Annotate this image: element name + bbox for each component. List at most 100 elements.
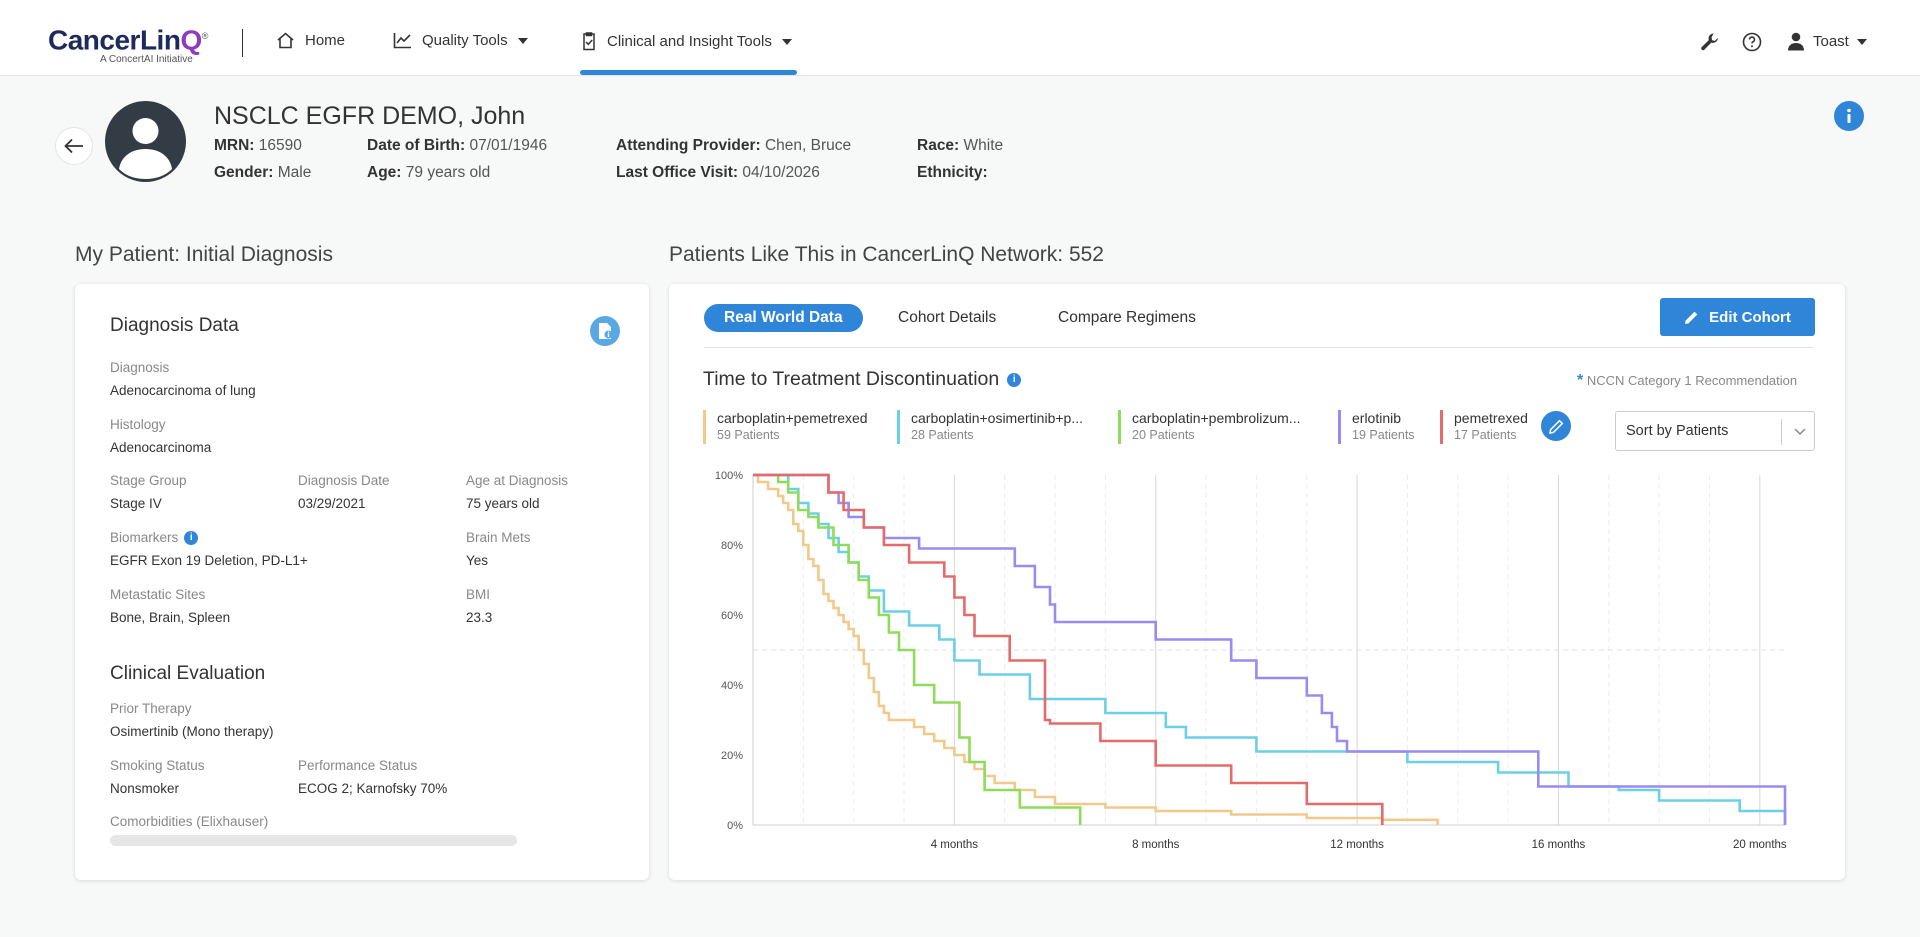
user-silhouette-icon	[119, 118, 172, 179]
tab-divider	[704, 347, 1814, 348]
diagnosis-label: Diagnosis	[110, 360, 170, 375]
stage-group-label: Stage Group	[110, 473, 187, 488]
tab-compare-regimens[interactable]: Compare Regimens	[1058, 309, 1196, 326]
chevron-down-icon	[781, 38, 792, 45]
top-navigation-bar: CancerLinQ® A ConcertAI Initiative Home …	[0, 0, 1920, 76]
age-at-diagnosis-label: Age at Diagnosis	[466, 473, 569, 488]
cancerlinq-logo[interactable]: CancerLinQ® A ConcertAI Initiative	[48, 22, 209, 66]
brain-mets-label: Brain Mets	[466, 530, 531, 545]
diagnosis-date-label: Diagnosis Date	[298, 473, 390, 488]
ttd-kaplan-meier-chart: 4 months 8 months 12 months 16 months 20 mon…	[715, 470, 1787, 851]
performance-status-value: ECOG 2; Karnofsky 70%	[298, 781, 448, 796]
nav-quality-tools[interactable]: Quality Tools	[393, 32, 528, 49]
legend-count: 20 Patients	[1132, 428, 1195, 442]
select-divider	[1781, 419, 1782, 445]
attending-label: Attending Provider:	[616, 137, 761, 154]
legend-name: erlotinib	[1352, 410, 1402, 426]
legend-item-pemetrexed[interactable]: pemetrexed 17 Patients	[1440, 410, 1540, 444]
document-icon	[599, 323, 613, 339]
metastatic-sites-value: Bone, Brain, Spleen	[110, 610, 231, 625]
series-line-4	[753, 473, 1384, 825]
logo-trademark: ®	[201, 31, 209, 41]
metastatic-sites-label: Metastatic Sites	[110, 587, 206, 602]
info-icon[interactable]	[1834, 101, 1864, 131]
nav-quality-tools-label: Quality Tools	[422, 32, 508, 49]
comorbidities-loading-bar	[110, 835, 517, 846]
patient-age: Age: 79 years old	[367, 164, 490, 182]
edit-regimens-button[interactable]	[1541, 411, 1571, 441]
info-icon[interactable]: i	[184, 531, 199, 546]
user-icon	[1788, 32, 1804, 51]
last-visit-value: 04/10/2026	[742, 164, 820, 181]
legend-name: carboplatin+osimertinib+p...	[911, 410, 1083, 426]
smoking-status-value: Nonsmoker	[110, 781, 180, 796]
patient-avatar	[105, 101, 186, 182]
edit-cohort-label: Edit Cohort	[1709, 308, 1791, 326]
tab-cohort-details[interactable]: Cohort Details	[898, 309, 997, 326]
user-menu[interactable]: Toast	[1787, 32, 1867, 51]
y-tick-label: 0%	[727, 820, 743, 832]
brain-mets-value: Yes	[466, 553, 489, 568]
legend-name: carboplatin+pemetrexed	[717, 410, 868, 426]
mrn-label: MRN:	[214, 137, 255, 154]
logo-text-q: Q	[180, 24, 202, 56]
biomarkers-label: Biomarkers	[110, 530, 179, 545]
nav-clinical-tools-label: Clinical and Insight Tools	[607, 33, 772, 50]
race-value: White	[963, 137, 1004, 154]
chart-title-row: Time to Treatment Discontinuation i	[703, 368, 1022, 391]
chart-title: Time to Treatment Discontinuation	[703, 368, 1000, 390]
user-name: Toast	[1813, 33, 1849, 50]
performance-status-label: Performance Status	[298, 758, 418, 773]
edit-cohort-button[interactable]: Edit Cohort	[1660, 298, 1815, 336]
chevron-down-icon	[517, 37, 528, 44]
patients-like-this-title: Patients Like This in CancerLinQ Network…	[669, 243, 1104, 266]
histology-label: Histology	[110, 417, 166, 432]
document-info-button[interactable]	[590, 316, 620, 346]
y-tick-label: 60%	[721, 610, 743, 622]
mrn-value: 16590	[258, 137, 302, 154]
patient-attending-provider: Attending Provider: Chen, Bruce	[616, 137, 851, 155]
nav-clinical-insight-tools[interactable]: Clinical and Insight Tools	[581, 32, 792, 51]
info-icon[interactable]: i	[1007, 372, 1022, 387]
line-chart-icon	[393, 33, 411, 49]
y-tick-label: 20%	[721, 750, 743, 762]
legend-item-erlotinib[interactable]: erlotinib 19 Patients	[1338, 410, 1428, 444]
nav-home[interactable]: Home	[276, 32, 345, 49]
pencil-icon	[1548, 419, 1563, 434]
nav-home-label: Home	[305, 32, 346, 49]
y-tick-label: 80%	[721, 540, 743, 552]
patient-name: NSCLC EGFR DEMO, John	[214, 102, 526, 130]
x-tick-label: 4 months	[931, 839, 979, 851]
sort-select[interactable]: Sort by Patients	[1615, 411, 1815, 451]
legend-count: 17 Patients	[1454, 428, 1517, 442]
ethnicity-label: Ethnicity:	[917, 164, 988, 181]
nccn-recommendation-note: * NCCN Category 1 Recommendation	[1577, 372, 1797, 390]
wrench-icon[interactable]	[1700, 32, 1720, 57]
legend-item-carboplatin-pembrolizumab[interactable]: carboplatin+pembrolizum... 20 Patients	[1118, 410, 1318, 444]
legend-item-carboplatin-osimertinib[interactable]: carboplatin+osimertinib+p... 28 Patients	[897, 410, 1097, 444]
legend-item-carboplatin-pemetrexed[interactable]: carboplatin+pemetrexed 59 Patients	[703, 410, 883, 444]
patient-mrn: MRN: 16590	[214, 137, 302, 155]
race-label: Race:	[917, 137, 960, 154]
legend-count: 59 Patients	[717, 428, 780, 442]
last-visit-label: Last Office Visit:	[616, 164, 739, 181]
y-tick-label: 100%	[715, 470, 743, 482]
x-tick-label: 20 months	[1733, 839, 1787, 851]
series-line-1	[753, 473, 1787, 825]
diagnosis-card	[75, 284, 649, 880]
stage-group-value: Stage IV	[110, 496, 162, 511]
attending-value: Chen, Bruce	[764, 137, 852, 154]
gender-label: Gender:	[214, 164, 274, 181]
biomarkers-value: EGFR Exon 19 Deletion, PD-L1+	[110, 553, 308, 568]
help-icon[interactable]	[1742, 32, 1762, 57]
back-button[interactable]	[55, 127, 93, 165]
y-tick-label: 40%	[721, 680, 743, 692]
legend-count: 28 Patients	[911, 428, 974, 442]
legend-name: carboplatin+pembrolizum...	[1132, 410, 1301, 426]
prior-therapy-label: Prior Therapy	[110, 701, 192, 716]
tab-real-world-data[interactable]: Real World Data	[704, 304, 863, 332]
x-tick-label: 16 months	[1532, 839, 1586, 851]
age-value: 79 years old	[405, 164, 491, 181]
patient-race: Race: White	[917, 137, 1003, 155]
legend-name: pemetrexed	[1454, 410, 1528, 426]
